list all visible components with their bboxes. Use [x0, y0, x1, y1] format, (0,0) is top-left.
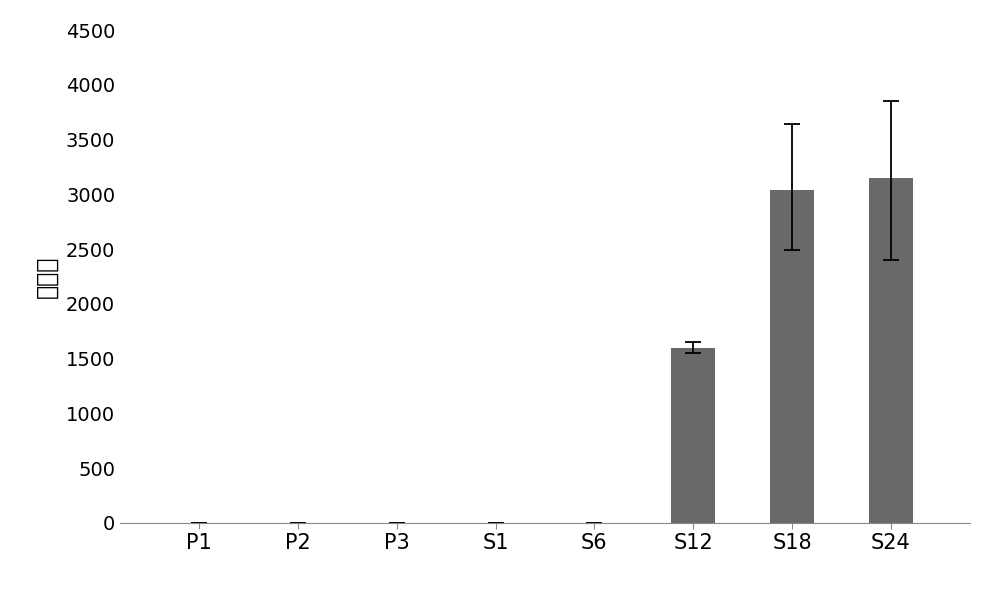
Y-axis label: 表达量: 表达量 — [35, 255, 59, 297]
Bar — [869, 178, 913, 523]
Bar — [671, 347, 715, 523]
Bar — [770, 190, 814, 523]
